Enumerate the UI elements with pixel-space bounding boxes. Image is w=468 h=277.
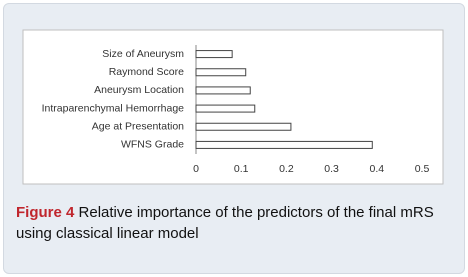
- bar: [195, 122, 292, 131]
- bar: [195, 104, 256, 113]
- y-tick-label: Size of Aneurysm: [102, 48, 184, 60]
- x-tick-label: 0.4: [369, 163, 384, 175]
- x-tick-label: 0.1: [234, 163, 249, 175]
- y-tick-label: Raymond Score: [109, 66, 184, 78]
- caption-label: Figure 4: [16, 204, 75, 221]
- caption: Figure 4 Relative importance of the pred…: [16, 202, 446, 244]
- x-tick-label: 0.3: [324, 163, 339, 175]
- y-tick-label: Aneurysm Location: [94, 84, 184, 96]
- x-tick-label: 0.5: [415, 163, 430, 175]
- y-tick-label: Intraparenchymal Hemorrhage: [42, 102, 185, 114]
- bar: [195, 86, 251, 95]
- y-tick-label: Age at Presentation: [92, 121, 184, 133]
- bar: [195, 50, 233, 59]
- y-tick-label: WFNS Grade: [121, 139, 184, 151]
- bar: [195, 140, 373, 149]
- caption-text: Relative importance of the predictors of…: [16, 204, 434, 242]
- x-tick-label: 0.2: [279, 163, 294, 175]
- bar: [195, 68, 247, 77]
- x-tick-label: 0: [193, 163, 199, 175]
